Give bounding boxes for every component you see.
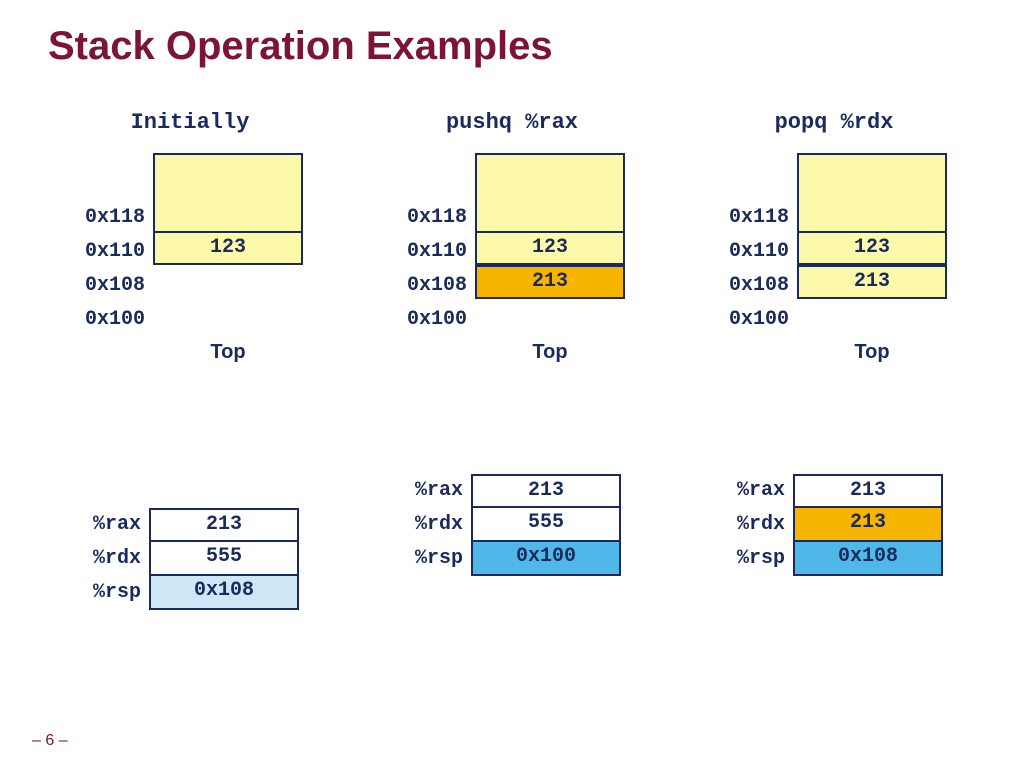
stack-cell: 123 (475, 231, 625, 265)
stack-address: 0x110 (721, 235, 789, 269)
stack-area: 0x1180x1100x1080x100123213Top (399, 153, 625, 364)
column-2: popq %rdx0x1180x1100x1080x100123213Top%r… (684, 110, 984, 610)
stack-cell: 123 (797, 231, 947, 265)
register-label: %rsp (81, 576, 141, 610)
column-0: Initially0x1180x1100x1080x100123Top%rax%… (40, 110, 340, 610)
column-heading: popq %rdx (775, 110, 894, 135)
register-cell: 555 (471, 508, 621, 542)
register-box: 2135550x100 (471, 474, 621, 576)
register-cell: 213 (149, 508, 299, 542)
stack-address: 0x100 (721, 303, 789, 337)
registers-area: %rax%rdx%rsp2135550x108 (81, 508, 299, 610)
registers-area: %rax%rdx%rsp2135550x100 (403, 474, 621, 576)
stack-address: 0x100 (399, 303, 467, 337)
register-cell: 0x100 (471, 542, 621, 576)
register-cell: 0x108 (149, 576, 299, 610)
register-box: 2135550x108 (149, 508, 299, 610)
columns-container: Initially0x1180x1100x1080x100123Top%rax%… (40, 110, 984, 610)
stack-box: 123 (153, 153, 303, 265)
slide-title: Stack Operation Examples (48, 24, 553, 69)
column-heading: pushq %rax (446, 110, 578, 135)
stack-address: 0x110 (77, 235, 145, 269)
stack-address: 0x100 (77, 303, 145, 337)
register-label: %rsp (403, 542, 463, 576)
stack-box: 123213 (475, 153, 625, 299)
stack-upper-region (153, 153, 303, 231)
register-label: %rdx (403, 508, 463, 542)
stack-upper-region (797, 153, 947, 231)
register-label: %rdx (81, 542, 141, 576)
column-heading: Initially (131, 110, 250, 135)
register-label: %rax (403, 474, 463, 508)
register-cell: 213 (793, 474, 943, 508)
stack-address: 0x108 (77, 269, 145, 303)
register-label: %rdx (725, 508, 785, 542)
register-label: %rax (81, 508, 141, 542)
stack-upper-region (475, 153, 625, 231)
register-cell: 0x108 (793, 542, 943, 576)
stack-cell: 123 (153, 231, 303, 265)
register-box: 2132130x108 (793, 474, 943, 576)
stack-box: 123213 (797, 153, 947, 299)
stack-address: 0x118 (399, 201, 467, 235)
page-number: – 6 – (32, 732, 68, 750)
register-cell: 555 (149, 542, 299, 576)
top-label: Top (153, 341, 303, 364)
stack-area: 0x1180x1100x1080x100 123 Top (77, 153, 303, 364)
stack-address: 0x108 (399, 269, 467, 303)
stack-area: 0x1180x1100x1080x100123213Top (721, 153, 947, 364)
stack-address: 0x118 (77, 201, 145, 235)
stack-address: 0x110 (399, 235, 467, 269)
top-label: Top (797, 341, 947, 364)
stack-address: 0x108 (721, 269, 789, 303)
top-label: Top (475, 341, 625, 364)
registers-area: %rax%rdx%rsp2132130x108 (725, 474, 943, 576)
column-1: pushq %rax0x1180x1100x1080x100123213Top%… (362, 110, 662, 610)
register-label: %rsp (725, 542, 785, 576)
register-cell: 213 (793, 508, 943, 542)
stack-cell: 213 (797, 265, 947, 299)
register-cell: 213 (471, 474, 621, 508)
stack-cell: 213 (475, 265, 625, 299)
stack-address: 0x118 (721, 201, 789, 235)
register-label: %rax (725, 474, 785, 508)
